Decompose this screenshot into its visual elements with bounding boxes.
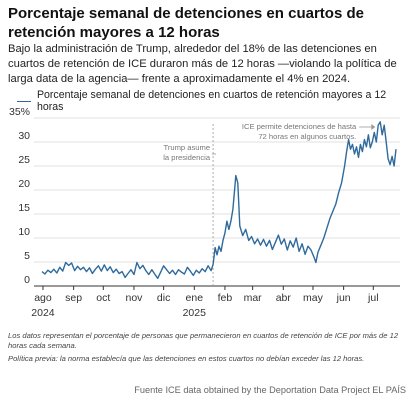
x-tick-label: ene <box>186 292 204 304</box>
y-tick-label: 10 <box>18 226 30 238</box>
footnote-data: Los datos representan el porcentaje de p… <box>8 331 399 350</box>
y-tick-label: 0 <box>24 274 30 286</box>
x-tick-label: mar <box>244 292 263 304</box>
y-tick-label: 30 <box>18 130 30 142</box>
x-tick-label: sep <box>65 292 82 304</box>
series-line <box>41 121 397 279</box>
x-tick-label: jun <box>336 292 351 304</box>
y-tick-label: 35% <box>9 106 30 118</box>
legend-swatch <box>17 100 31 102</box>
x-tick-labels: ago sep oct nov dic ene feb mar abr may jun jul 2024… <box>31 292 378 319</box>
chart-title: Porcentaje semanal de detenciones en cua… <box>8 5 364 41</box>
x-tick-label: nov <box>125 292 143 304</box>
annotation-text-ice: ICE permite detenciones de hasta <box>242 122 357 131</box>
y-tick-label: 5 <box>24 250 30 262</box>
x-tick-label: may <box>303 292 324 304</box>
grid <box>34 117 400 287</box>
series <box>41 121 397 279</box>
x-tick-label: jul <box>367 292 379 304</box>
y-axis: 0 5 10 15 20 25 30 35% <box>9 106 30 286</box>
chart-subtitle: Bajo la administración de Trump, alreded… <box>8 43 397 85</box>
annotation-text-trump: la presidencia <box>163 153 211 162</box>
x-tick-label: dic <box>157 292 170 304</box>
y-tick-label: 20 <box>18 178 30 190</box>
legend-label: Porcentaje semanal de detenciones en cua… <box>36 89 387 113</box>
annotation-arrowhead-ice <box>371 124 376 130</box>
x-axis <box>42 286 374 290</box>
x-year-label: 2024 <box>31 307 55 319</box>
annotation-text-trump: Trump asume <box>164 143 211 152</box>
y-tick-label: 25 <box>18 154 30 166</box>
x-tick-label: ago <box>34 292 52 304</box>
annotation-text-ice: 72 horas en algunos cuartos. <box>258 132 356 141</box>
x-tick-label: abr <box>276 292 292 304</box>
chart-legend: Porcentaje semanal de detenciones en cua… <box>17 89 414 113</box>
source-credit: Fuente ICE data obtained by the Deportat… <box>134 385 406 395</box>
x-tick-label: feb <box>218 292 233 304</box>
x-tick-label: oct <box>96 292 110 304</box>
footnote-policy: Política previa: la norma establecía que… <box>8 354 365 363</box>
x-year-label: 2025 <box>183 307 207 319</box>
y-tick-label: 15 <box>18 202 30 214</box>
